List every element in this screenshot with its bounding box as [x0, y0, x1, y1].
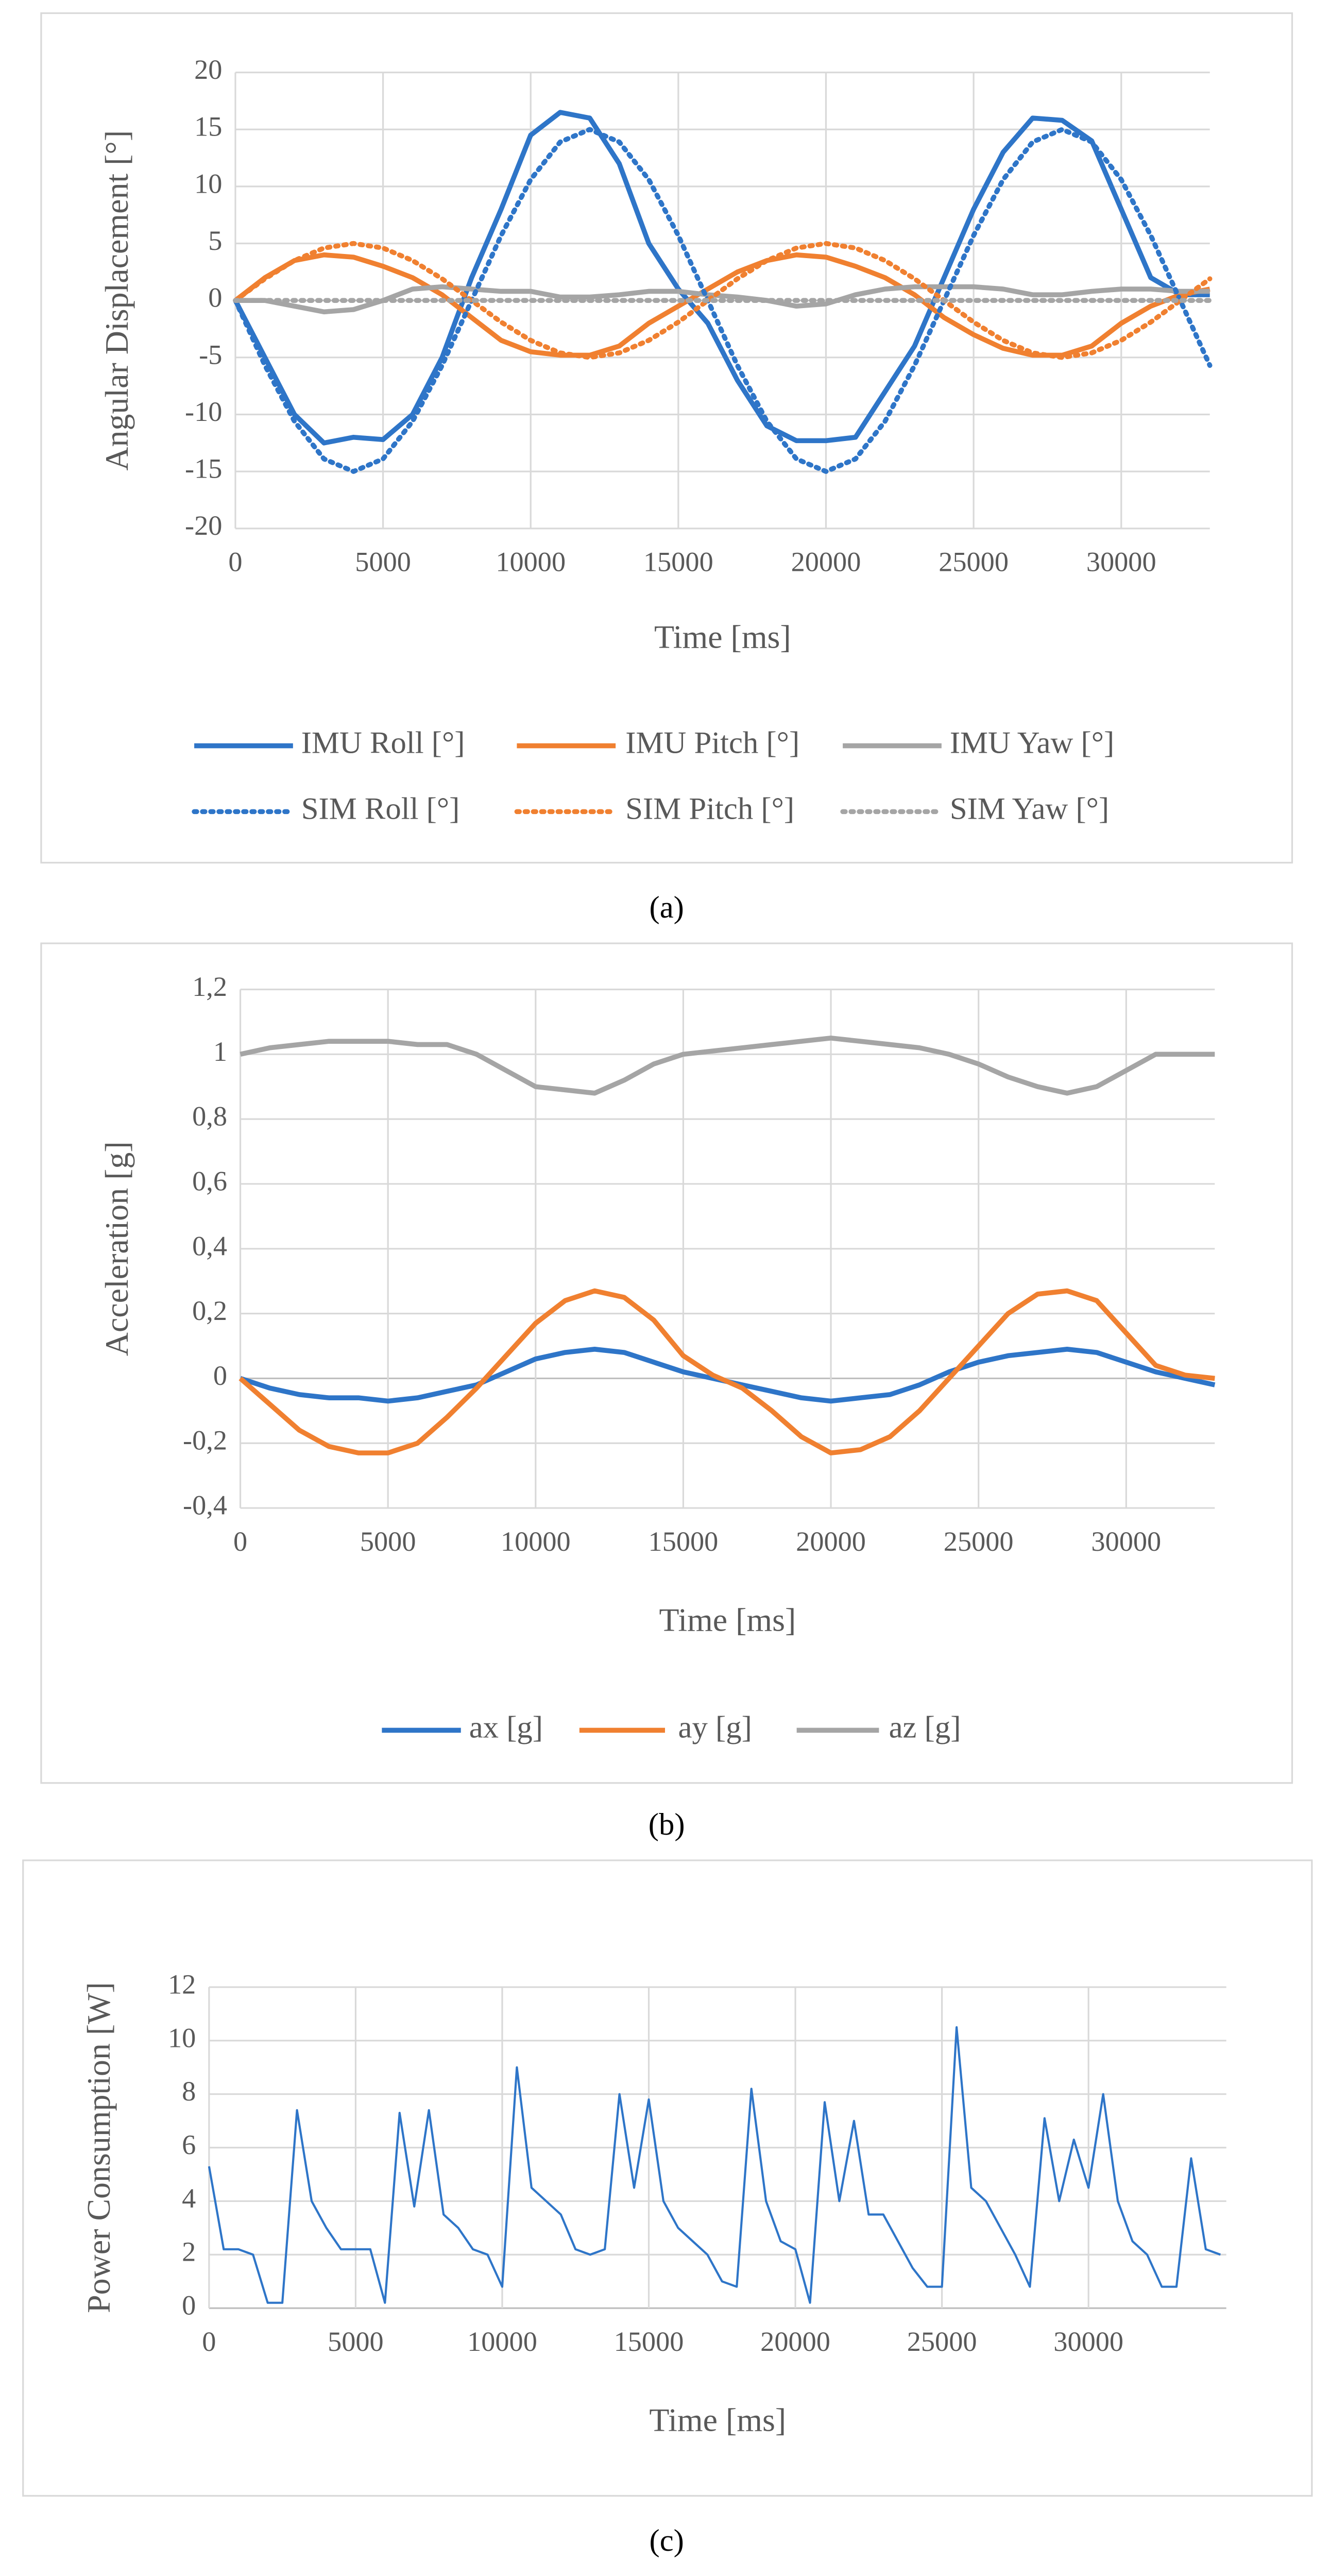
legend-label: ay [g] — [678, 1710, 752, 1744]
y-tick-label: 20 — [194, 54, 222, 85]
y-tick-label: -10 — [185, 396, 222, 427]
x-tick-label: 15000 — [614, 2326, 684, 2357]
data-line — [208, 2026, 1221, 2304]
y-tick-label: 10 — [168, 2022, 196, 2053]
y-tick-label: 15 — [194, 111, 222, 142]
x-tick-label: 0 — [228, 547, 242, 578]
data-line — [235, 284, 1210, 315]
x-axis-title: Time [ms] — [654, 619, 791, 655]
x-tick-label: 15000 — [649, 1526, 719, 1557]
legend-label: IMU Pitch [°] — [625, 725, 799, 760]
x-tick-label: 25000 — [944, 1526, 1014, 1557]
x-tick-label: 15000 — [643, 547, 713, 578]
x-tick-label: 5000 — [328, 2326, 384, 2357]
y-tick-label: 0 — [182, 2290, 196, 2321]
legend-label: SIM Yaw [°] — [950, 791, 1109, 826]
chart-frame — [40, 12, 1293, 864]
chart-frame — [22, 1859, 1313, 2497]
y-tick-label: 0,8 — [192, 1101, 227, 1132]
legend-label: IMU Roll [°] — [301, 725, 465, 760]
x-tick-label: 25000 — [939, 547, 1009, 578]
y-tick-label: 4 — [182, 2183, 196, 2214]
y-tick-label: 12 — [168, 1969, 196, 1999]
data-line — [233, 127, 1213, 474]
x-tick-label: 0 — [233, 1526, 247, 1557]
y-tick-label: -20 — [185, 510, 222, 541]
y-axis-title: Acceleration [g] — [98, 1141, 135, 1356]
x-tick-label: 0 — [202, 2326, 216, 2357]
caption: (a) — [650, 890, 684, 925]
y-tick-label: 5 — [208, 225, 222, 256]
y-tick-label: 0,6 — [192, 1165, 227, 1196]
y-tick-label: -15 — [185, 453, 222, 484]
y-tick-label: 0 — [213, 1360, 227, 1391]
y-tick-label: -0,4 — [183, 1490, 227, 1521]
y-tick-label: 1,2 — [192, 971, 227, 1002]
legend-label: az [g] — [889, 1710, 961, 1744]
x-axis-title: Time [ms] — [649, 2401, 786, 2438]
y-tick-label: 2 — [182, 2236, 196, 2267]
y-tick-label: 0 — [208, 282, 222, 313]
data-line — [240, 1036, 1215, 1096]
legend-label: IMU Yaw [°] — [950, 725, 1114, 760]
y-tick-label: 0,4 — [192, 1230, 227, 1261]
x-tick-label: 10000 — [501, 1526, 571, 1557]
y-axis-title: Power Consumption [W] — [80, 1982, 117, 2313]
x-tick-label: 25000 — [907, 2326, 977, 2357]
y-tick-label: 6 — [182, 2129, 196, 2160]
x-tick-label: 20000 — [791, 547, 861, 578]
y-tick-label: 8 — [182, 2076, 196, 2107]
x-axis-title: Time [ms] — [659, 1601, 796, 1638]
x-tick-label: 20000 — [796, 1526, 866, 1557]
x-tick-label: 5000 — [360, 1526, 416, 1557]
x-tick-label: 10000 — [467, 2326, 537, 2357]
caption: (b) — [649, 1807, 685, 1842]
y-tick-label: -0,2 — [183, 1425, 227, 1456]
legend-label: ax [g] — [469, 1710, 543, 1744]
y-tick-label: 0,2 — [192, 1295, 227, 1326]
x-tick-label: 5000 — [355, 547, 411, 578]
x-tick-label: 20000 — [760, 2326, 830, 2357]
y-tick-label: -5 — [199, 339, 222, 370]
x-tick-label: 30000 — [1053, 2326, 1123, 2357]
x-tick-label: 10000 — [496, 547, 566, 578]
y-tick-label: 1 — [213, 1036, 227, 1067]
x-tick-label: 30000 — [1086, 547, 1156, 578]
caption: (c) — [650, 2523, 684, 2558]
y-axis-title: Angular Displacement [°] — [98, 130, 135, 471]
legend-label: SIM Roll [°] — [301, 791, 460, 826]
data-line — [233, 110, 1210, 446]
legend-label: SIM Pitch [°] — [625, 791, 794, 826]
x-tick-label: 30000 — [1091, 1526, 1161, 1557]
data-line — [238, 1288, 1215, 1455]
chart-frame — [40, 942, 1293, 1784]
data-line — [233, 241, 1213, 360]
y-tick-label: 10 — [194, 168, 222, 199]
